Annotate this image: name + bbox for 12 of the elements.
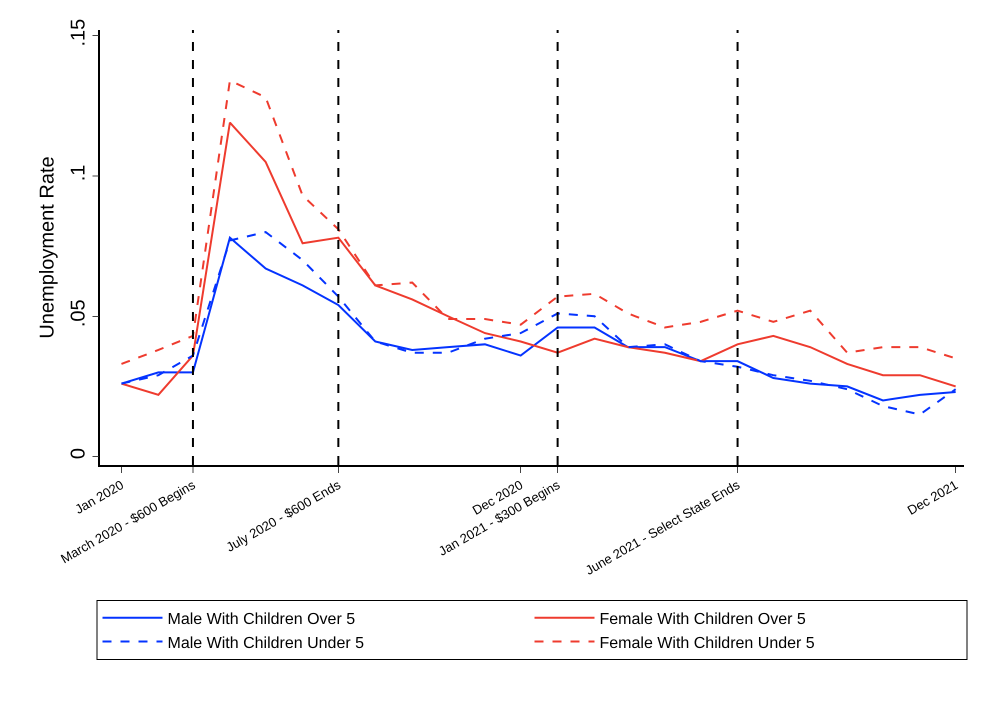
legend-label: Male With Children Over 5	[168, 610, 356, 628]
x-tick-label: July 2020 - $600 Ends	[224, 476, 344, 555]
y-tick-label: .15	[67, 18, 90, 47]
legend-label: Female With Children Under 5	[600, 634, 815, 652]
y-tick-label: .1	[67, 164, 90, 182]
y-axis-title: Unemployment Rate	[36, 156, 58, 339]
y-tick-label: 0	[67, 448, 90, 460]
y-tick-label: .05	[67, 299, 90, 328]
x-tick-label: Jan 2020	[72, 477, 126, 517]
x-tick-label: Dec 2021	[904, 477, 960, 518]
legend-label: Female With Children Over 5	[600, 610, 806, 628]
legend-label: Male With Children Under 5	[168, 634, 364, 652]
